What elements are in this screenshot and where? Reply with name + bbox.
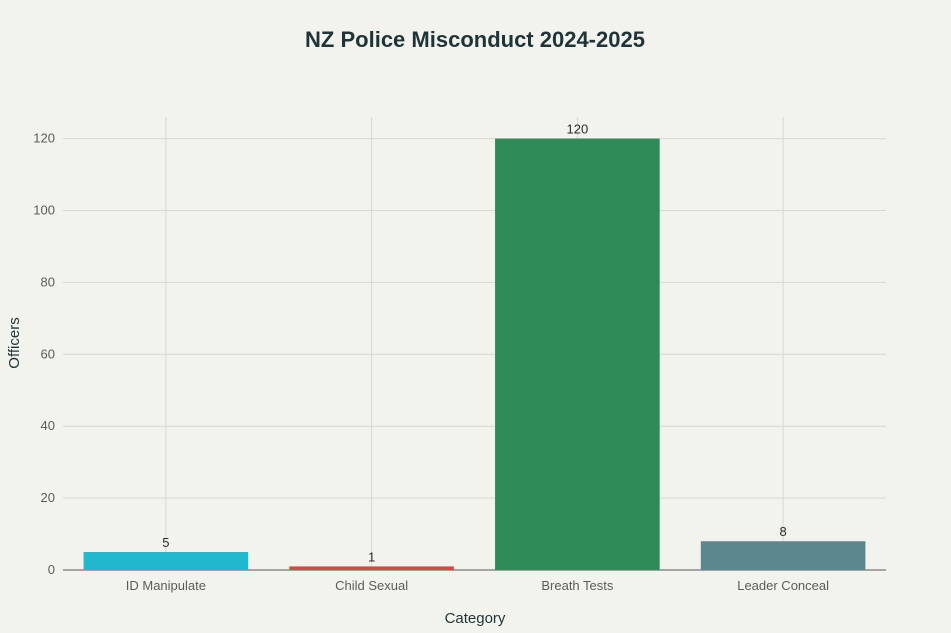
y-tick-label: 0 (48, 562, 55, 577)
x-tick-label: Child Sexual (335, 578, 408, 593)
y-tick-label: 20 (41, 490, 55, 505)
data-label: 8 (780, 524, 787, 539)
bar-leader-conceal (700, 541, 866, 570)
bar-child-sexual (289, 566, 454, 570)
tick-layer: 0 20 40 60 80 100 120 ID Manipulate Child Sexual… (33, 131, 829, 593)
x-tick-label: Leader Conceal (737, 578, 829, 593)
y-tick-label: 40 (41, 418, 55, 433)
y-tick-label: 80 (41, 274, 55, 289)
data-label: 120 (567, 122, 589, 137)
x-tick-label: ID Manipulate (126, 578, 206, 593)
data-label: 5 (162, 535, 169, 550)
bar-layer (83, 138, 866, 571)
data-label: 1 (368, 549, 375, 564)
x-axis-title: Category (445, 610, 506, 627)
label-layer: 5 1 120 8 (162, 122, 786, 565)
y-tick-label: 120 (33, 131, 55, 146)
grid-layer (63, 117, 886, 571)
y-tick-label: 60 (41, 346, 55, 361)
bar-breath-tests (495, 138, 660, 571)
bar-id-manipulate (83, 552, 249, 570)
y-tick-label: 100 (33, 202, 55, 217)
y-axis-title: Officers (6, 317, 23, 368)
chart-title: NZ Police Misconduct 2024-2025 (305, 27, 645, 52)
x-tick-label: Breath Tests (541, 578, 614, 593)
